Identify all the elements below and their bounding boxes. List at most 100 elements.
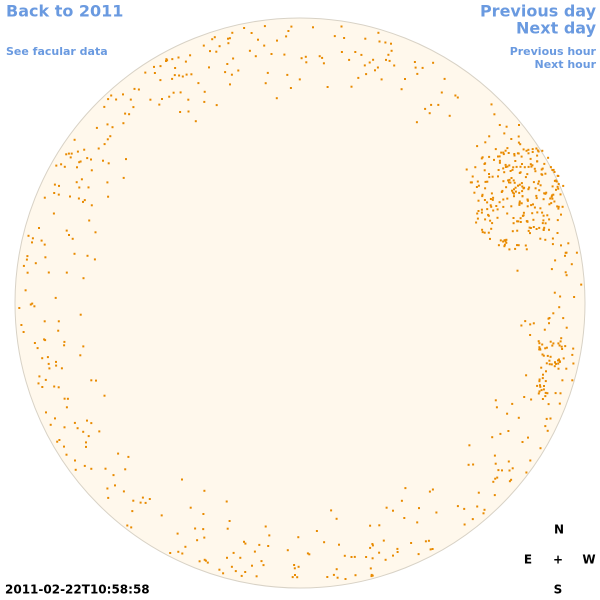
facula [22, 331, 25, 333]
facula [548, 203, 551, 206]
facula [557, 362, 560, 365]
facula [481, 195, 484, 198]
facula [454, 94, 457, 97]
facula [519, 165, 522, 168]
facula [208, 66, 210, 69]
facula [513, 181, 516, 184]
facula [57, 193, 60, 196]
facula [525, 374, 528, 377]
facula [539, 237, 542, 240]
facula [335, 568, 338, 571]
facula [332, 573, 335, 576]
facula [546, 354, 549, 357]
facula [542, 228, 545, 231]
facula [74, 459, 76, 462]
facula [107, 98, 110, 101]
facula [297, 536, 300, 539]
facula [181, 552, 184, 555]
facula [228, 520, 231, 522]
facula [230, 565, 233, 568]
facula [369, 567, 372, 570]
facula [523, 166, 526, 169]
facula [498, 201, 501, 204]
facula [541, 353, 544, 356]
facula [404, 487, 407, 490]
facular-link[interactable]: See facular data [6, 45, 108, 58]
facula [168, 95, 171, 98]
facula [560, 244, 562, 247]
facula [378, 551, 381, 554]
facula [237, 69, 240, 72]
facula [432, 61, 435, 64]
facula [504, 163, 507, 166]
facula [492, 480, 495, 483]
facula [535, 197, 538, 200]
facula [463, 507, 466, 510]
facula [484, 218, 487, 221]
facula [26, 255, 29, 258]
facula [519, 217, 522, 220]
facula [396, 551, 399, 553]
facula [489, 219, 492, 222]
facula [107, 195, 110, 198]
facula [480, 157, 483, 160]
facula [169, 552, 172, 554]
previous-hour-link[interactable]: Previous hour [510, 45, 597, 58]
facula [508, 480, 511, 483]
facula [29, 303, 32, 306]
facula [510, 478, 513, 481]
facula [507, 179, 510, 182]
facula [456, 505, 459, 508]
facula [571, 379, 574, 382]
facula [557, 367, 560, 370]
facula [468, 444, 471, 447]
facula [85, 445, 87, 448]
facula [43, 196, 46, 199]
facula [338, 543, 340, 546]
facula [514, 247, 517, 250]
facula [27, 234, 30, 237]
facula [555, 362, 557, 365]
facula [476, 505, 479, 508]
facula [526, 205, 529, 208]
facula [564, 271, 567, 274]
facula [190, 73, 193, 76]
facula [527, 229, 530, 232]
facula [557, 207, 560, 210]
facula [263, 44, 266, 47]
facula [558, 344, 561, 347]
facula [533, 167, 536, 170]
facula [65, 229, 68, 232]
facula [287, 30, 290, 32]
next-hour-link[interactable]: Next hour [535, 58, 597, 71]
facula [203, 536, 206, 539]
facula [148, 498, 151, 500]
previous-day-link[interactable]: Previous day [480, 2, 597, 21]
facula [26, 271, 29, 274]
facula [527, 152, 530, 155]
facula [503, 243, 506, 246]
facula [49, 423, 52, 426]
facula [416, 521, 419, 524]
facula [506, 212, 509, 215]
facula [545, 362, 548, 365]
facula [505, 186, 508, 189]
facula [404, 78, 406, 80]
facula [552, 168, 555, 171]
facula [323, 541, 326, 544]
facula [549, 166, 552, 169]
facula [552, 342, 555, 345]
facula [137, 88, 140, 91]
back-link[interactable]: Back to 2011 [6, 2, 123, 21]
facula [551, 243, 554, 246]
facula [484, 180, 487, 183]
facula [539, 447, 542, 450]
facula [55, 360, 57, 363]
facula [38, 227, 40, 229]
facula [43, 338, 46, 341]
facula [525, 248, 528, 251]
facula [428, 112, 431, 115]
facula [353, 555, 356, 558]
facula [424, 540, 427, 543]
next-day-link[interactable]: Next day [516, 19, 597, 38]
